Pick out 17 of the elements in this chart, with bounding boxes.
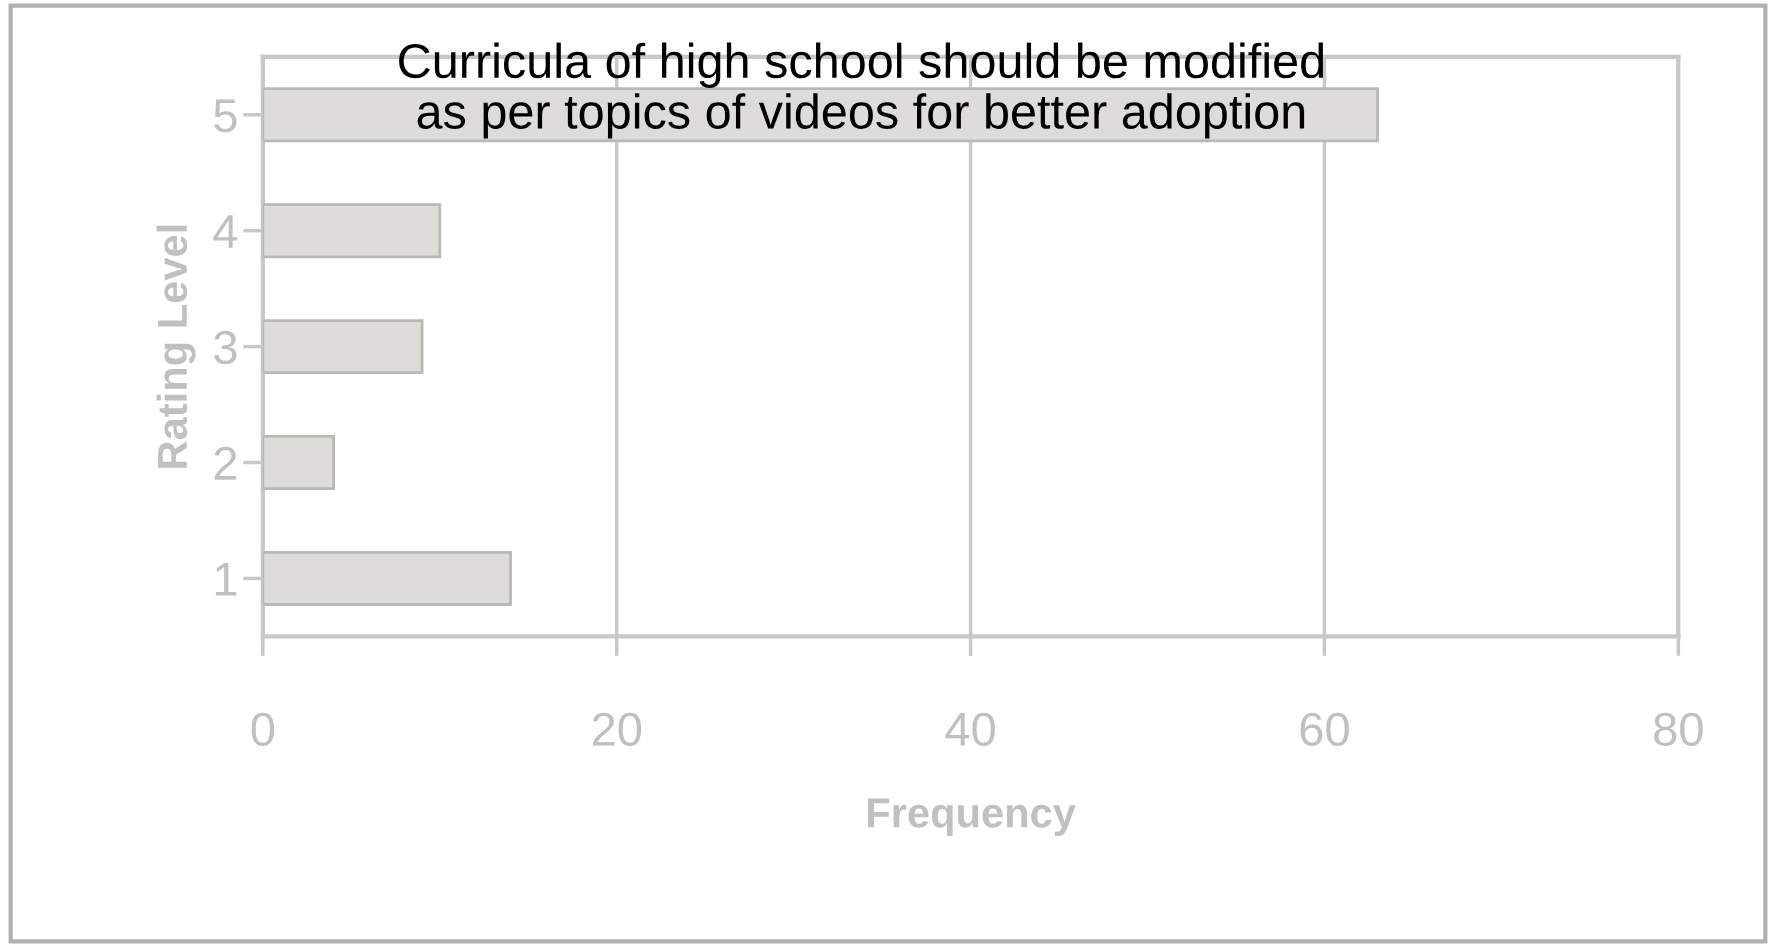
x-tick-label: 80	[1654, 712, 1703, 747]
x-axis-title: Frequency	[868, 798, 1076, 836]
bar	[262, 319, 424, 375]
x-tick-label: 20	[592, 712, 642, 747]
y-tick-label: 2	[214, 446, 237, 480]
bar	[262, 203, 442, 259]
x-tick-label: 60	[1300, 712, 1349, 747]
x-tick-label: 0	[251, 712, 275, 747]
chart-title: Curricula of high school should be modified as per topics of videos for better adoption	[399, 42, 1324, 139]
y-tick-label: 3	[214, 330, 237, 365]
y-tick-label: 4	[213, 215, 238, 248]
y-tick-label: 1	[215, 563, 237, 596]
bar	[262, 435, 336, 490]
x-tick-label: 40	[945, 712, 995, 747]
y-tick-label: 5	[214, 99, 237, 133]
bar	[262, 550, 512, 606]
y-axis-title: Rating Level	[156, 225, 196, 468]
